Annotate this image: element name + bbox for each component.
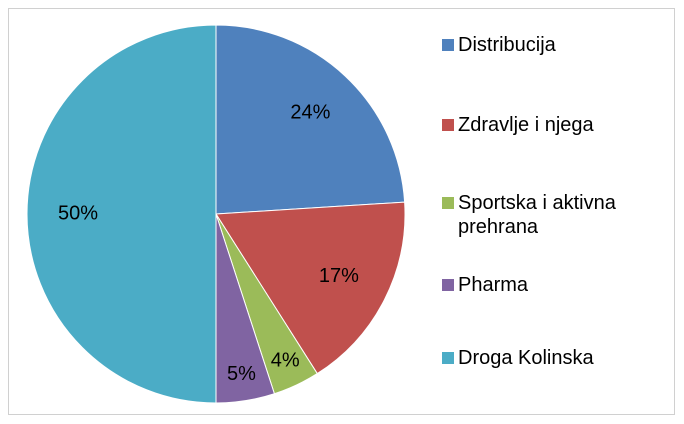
legend-label: Droga Kolinska [458,347,594,369]
data-label: 17% [319,265,359,287]
data-label: 5% [227,363,256,385]
legend-label: Zdravlje i njega [458,114,594,136]
legend-label: Sportska i aktivna prehrana [458,192,616,238]
legend-swatch [442,39,454,51]
legend-entry: Pharma [442,273,642,297]
legend-swatch [442,119,454,131]
legend-entry: Zdravlje i njega [442,113,642,137]
legend-swatch [442,352,454,364]
legend-swatch [442,197,454,209]
pie-slice [26,24,217,404]
legend-entry: Sportska i aktivna prehrana [442,191,642,239]
legend-entry: Droga Kolinska [442,346,642,370]
chart-frame [8,8,675,415]
legend-label: Distribucija [458,34,556,56]
pie-slice [215,201,406,375]
legend-swatch [442,279,454,291]
data-label: 24% [290,102,330,124]
legend-entry: Distribucija [442,33,642,57]
pie-slice [215,24,406,215]
data-label: 50% [58,202,98,224]
legend-label: Pharma [458,274,529,296]
data-label: 4% [271,349,300,371]
